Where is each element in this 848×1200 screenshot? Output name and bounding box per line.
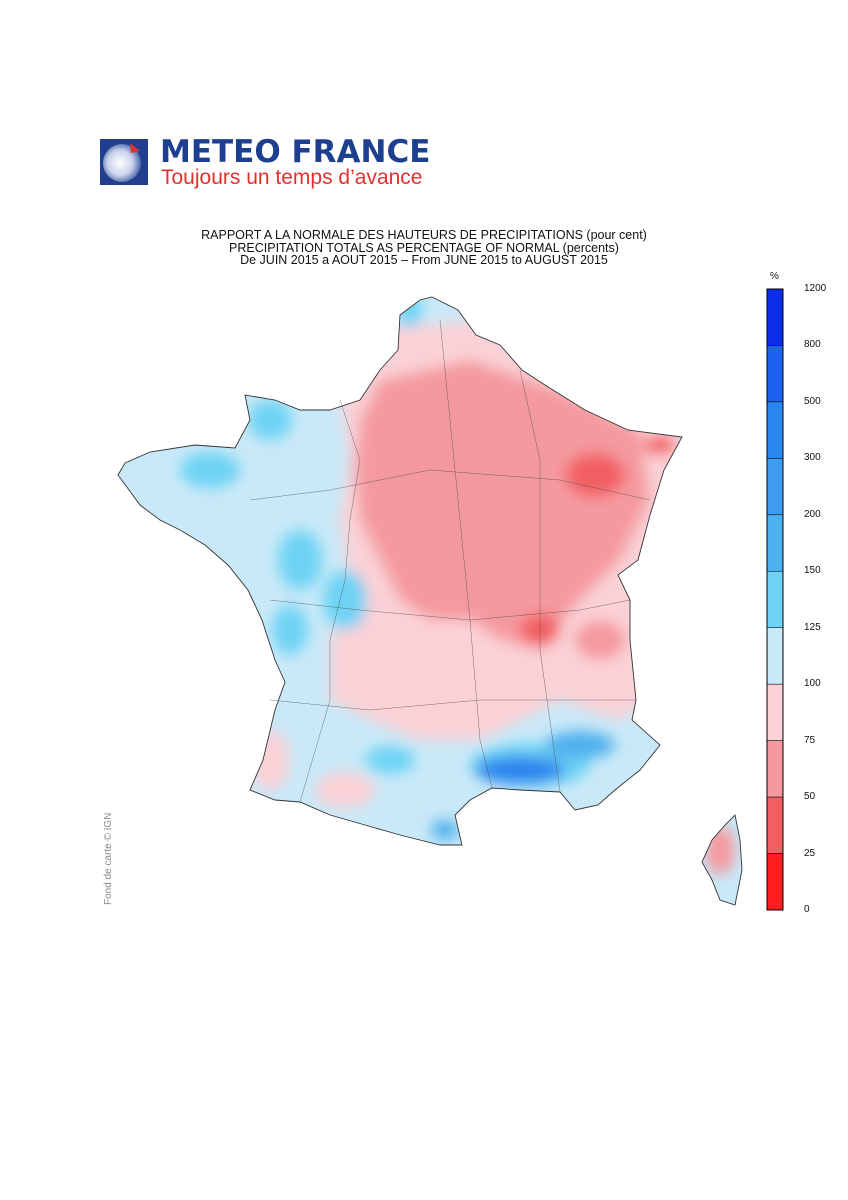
- colorbar-tick-label: 500: [804, 395, 821, 407]
- colorbar-tick-label: 0: [804, 904, 810, 915]
- colorbar-tick-label: 50: [804, 791, 816, 803]
- colorbar-tick-label: 200: [804, 508, 821, 520]
- colorbar-swatch: [766, 853, 784, 911]
- colorbar-unit: %: [770, 271, 779, 282]
- colorbar-swatch: [766, 571, 784, 628]
- colorbar-swatch: [766, 288, 784, 346]
- colorbar-swatch: [766, 683, 784, 741]
- colorbar-tick-label: 800: [804, 339, 821, 351]
- colorbar-swatch: [766, 514, 784, 572]
- brand-tagline: Toujours un temps d’avance: [161, 166, 423, 189]
- map-title-block: RAPPORT A LA NORMALE DES HAUTEURS DE PRE…: [0, 229, 848, 267]
- colorbar-swatch: [766, 740, 784, 798]
- colorbar-swatch: [766, 345, 784, 403]
- title-line-1: RAPPORT A LA NORMALE DES HAUTEURS DE PRE…: [201, 228, 647, 242]
- colorbar-tick-label: 150: [804, 565, 821, 577]
- colorbar-swatch: [766, 796, 784, 854]
- colorbar-swatch: [766, 627, 784, 685]
- colorbar-tick-label: 125: [804, 621, 821, 633]
- colorbar-tick-label: 1200: [804, 283, 827, 294]
- meteo-france-logo-icon: [100, 139, 148, 185]
- colorbar-tick-label: 75: [804, 734, 816, 746]
- title-line-2: PRECIPITATION TOTALS AS PERCENTAGE OF NO…: [229, 240, 619, 255]
- colorbar-tick-label: 25: [804, 847, 816, 859]
- colorbar-tick-label: 100: [804, 678, 821, 690]
- colorbar-swatch: [766, 401, 784, 459]
- brand-name: METEO FRANCE: [160, 134, 431, 170]
- title-line-3: De JUIN 2015 a AOUT 2015 – From JUNE 201…: [240, 253, 608, 267]
- colorbar-swatch: [766, 458, 784, 516]
- colorbar-tick-label: 300: [804, 452, 821, 464]
